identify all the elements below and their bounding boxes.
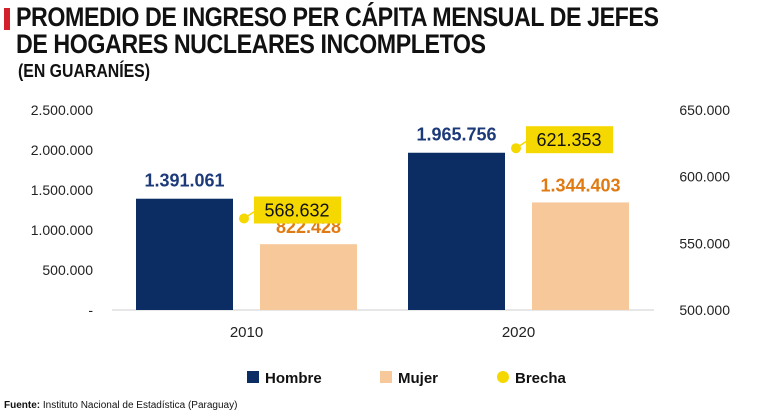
y-tick-label-right: 600.000 (679, 169, 730, 185)
bar-mujer (532, 202, 629, 310)
data-label-mujer: 1.344.403 (540, 175, 620, 195)
legend-label-mujer: Mujer (398, 370, 438, 387)
legend-marker-mujer (380, 371, 392, 383)
y-tick-label-left: - (88, 302, 93, 318)
bar-hombre (136, 198, 233, 310)
chart-subtitle: (EN GUARANÍES) (18, 61, 151, 81)
bar-mujer (260, 244, 357, 310)
brecha-label-box (254, 196, 341, 224)
legend-marker-hombre (247, 371, 259, 383)
chart-area: - 500.000 1.000.000 1.500.000 2.000.000 2.500… (31, 102, 731, 387)
source-note: Fuente: Instituto Nacional de Estadístic… (4, 400, 237, 411)
y-tick-label-right: 500.000 (679, 302, 730, 318)
data-label-hombre: 1.391.061 (144, 171, 224, 191)
chart-title: PROMEDIO DE INGRESO PER CÁPITA MENSUAL D… (16, 2, 659, 59)
data-label-hombre: 1.965.756 (416, 125, 496, 145)
y-tick-label-left: 2.000.000 (31, 142, 93, 158)
title-accent-bar (4, 8, 10, 30)
source-text: Instituto Nacional de Estadística (Parag… (42, 400, 238, 411)
y-tick-label-left: 1.500.000 (31, 182, 93, 198)
x-tick-label: 2020 (502, 324, 535, 341)
brecha-label-box (526, 126, 613, 154)
y-tick-label-right: 550.000 (679, 235, 730, 251)
y-tick-label-right: 650.000 (679, 102, 730, 118)
x-tick-label: 2010 (230, 324, 263, 341)
data-label-brecha: 621.353 (536, 130, 601, 150)
bar-hombre (408, 152, 505, 310)
legend-label-brecha: Brecha (515, 370, 567, 387)
data-label-brecha: 568.632 (264, 200, 329, 220)
y-tick-label-left: 500.000 (42, 262, 93, 278)
y-tick-label-left: 2.500.000 (31, 102, 93, 118)
legend-marker-brecha (497, 371, 509, 383)
legend-label-hombre: Hombre (265, 370, 322, 387)
y-tick-label-left: 1.000.000 (31, 222, 93, 238)
source-label: Fuente: (4, 400, 41, 411)
